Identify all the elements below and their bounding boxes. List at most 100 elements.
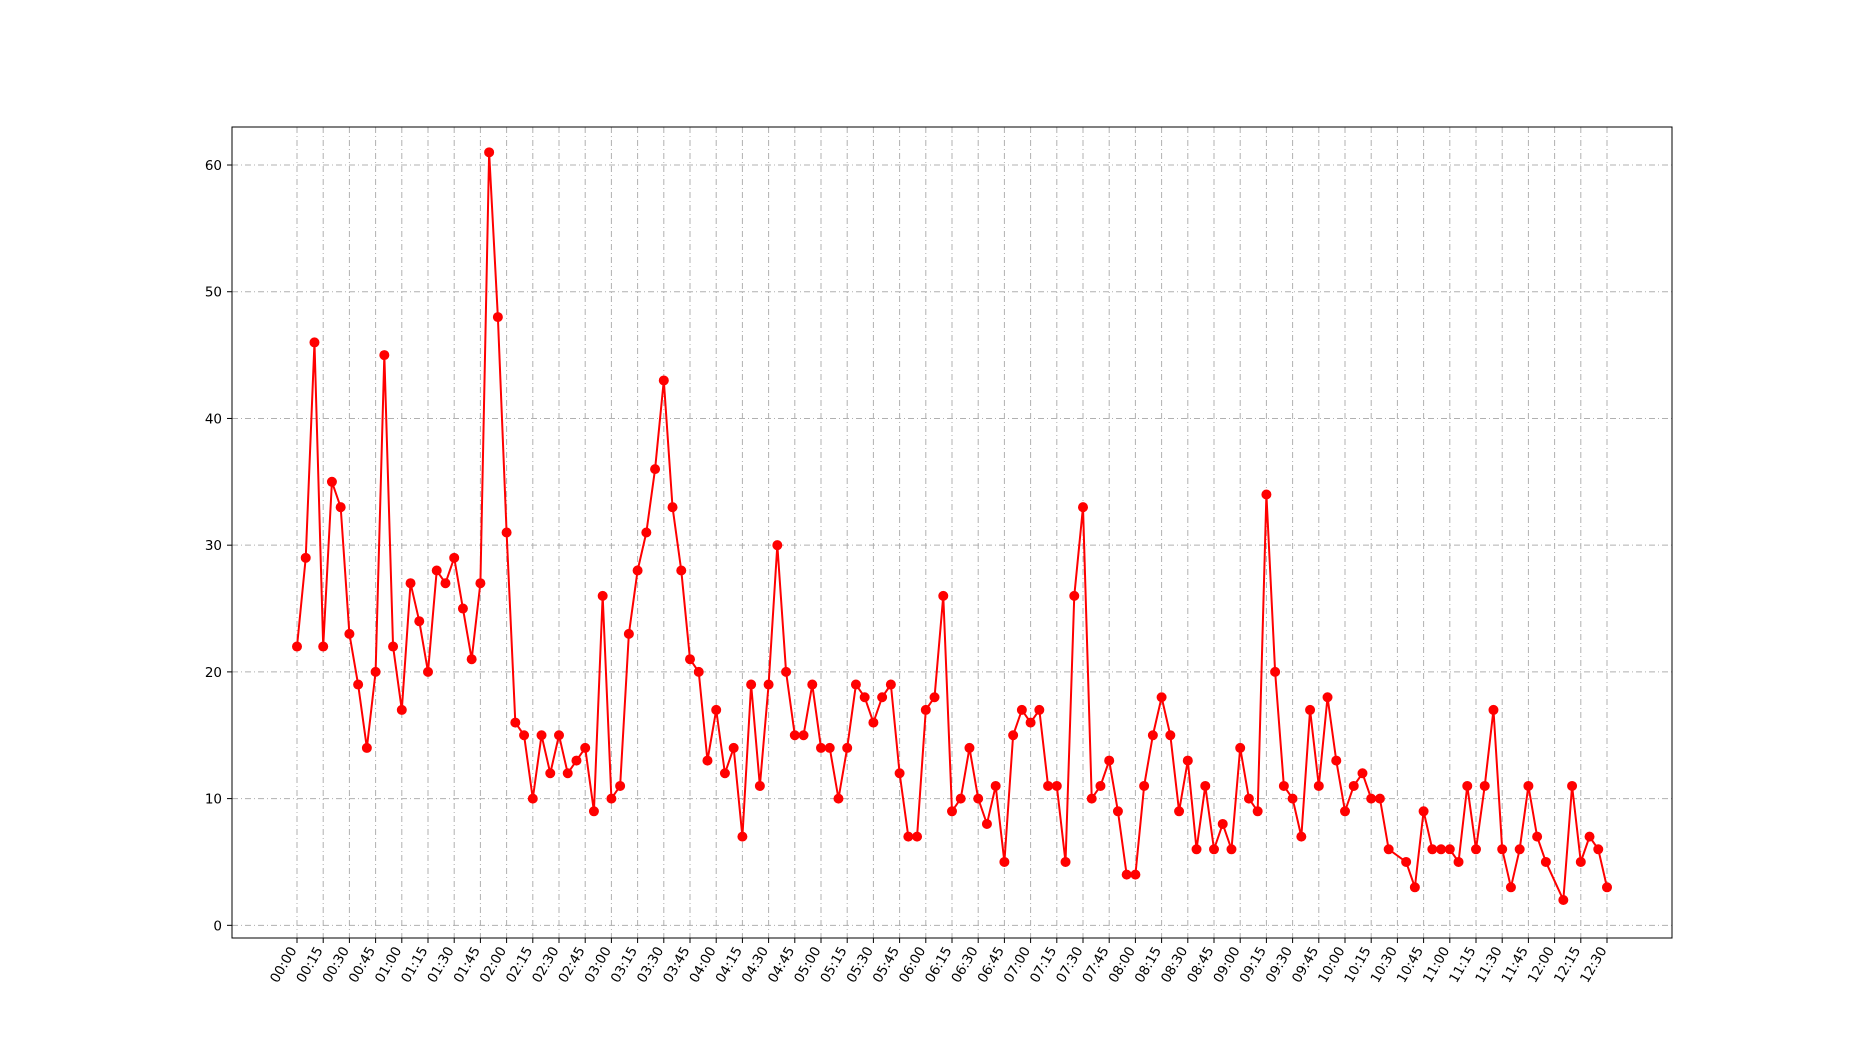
data-point — [1444, 844, 1455, 855]
data-point — [772, 540, 783, 551]
data-point — [711, 704, 722, 715]
data-point — [1313, 780, 1324, 791]
data-point — [667, 502, 678, 513]
data-point — [545, 768, 556, 779]
data-point — [903, 831, 914, 842]
data-point — [632, 565, 643, 576]
data-point — [1226, 844, 1237, 855]
data-point — [1069, 590, 1080, 601]
data-point — [1427, 844, 1438, 855]
series — [292, 147, 1612, 905]
data-point — [781, 666, 792, 677]
data-point — [1078, 502, 1088, 513]
data-point — [1235, 742, 1246, 753]
data-point — [877, 692, 888, 703]
data-point — [1104, 755, 1115, 766]
grid — [232, 127, 1672, 938]
data-point — [1156, 692, 1167, 703]
data-point — [1217, 818, 1228, 829]
data-point — [1575, 856, 1586, 867]
data-point — [492, 312, 503, 323]
data-point — [1462, 780, 1473, 791]
data-point — [597, 590, 608, 601]
data-point — [824, 742, 835, 753]
data-point — [1374, 793, 1385, 804]
data-point — [1025, 717, 1036, 728]
data-point — [1357, 768, 1368, 779]
data-point — [588, 806, 599, 817]
data-point — [1086, 793, 1097, 804]
data-point — [1270, 666, 1281, 677]
data-point — [1436, 844, 1447, 855]
data-point — [300, 552, 311, 563]
data-point — [414, 616, 425, 627]
data-point — [292, 641, 302, 652]
data-point — [1121, 869, 1132, 880]
y-tick-label: 40 — [205, 411, 222, 427]
y-tick-label: 60 — [205, 158, 222, 174]
data-point — [405, 578, 416, 589]
data-point — [1366, 793, 1377, 804]
data-point — [1488, 704, 1499, 715]
data-point — [536, 730, 547, 741]
data-point — [353, 679, 364, 690]
data-point — [816, 742, 826, 753]
data-point — [580, 742, 591, 753]
data-point — [981, 818, 992, 829]
data-point — [335, 502, 346, 513]
data-point — [475, 578, 486, 589]
data-point — [1296, 831, 1307, 842]
data-point — [894, 768, 905, 779]
data-point — [1593, 844, 1604, 855]
data-point — [1209, 844, 1219, 855]
data-point — [964, 742, 975, 753]
data-point — [1043, 780, 1054, 791]
data-point — [1540, 856, 1551, 867]
data-point — [1305, 704, 1316, 715]
data-point — [1008, 730, 1019, 741]
data-point — [379, 350, 390, 361]
data-point — [1567, 780, 1578, 791]
data-point — [737, 831, 748, 842]
data-point — [947, 806, 957, 817]
data-point — [1514, 844, 1525, 855]
data-point — [912, 831, 923, 842]
data-point — [449, 552, 460, 563]
data-point — [746, 679, 757, 690]
data-point — [999, 856, 1010, 867]
data-point — [1112, 806, 1123, 817]
data-point — [842, 742, 853, 753]
data-point — [562, 768, 573, 779]
data-point — [850, 679, 861, 690]
data-point — [1322, 692, 1333, 703]
data-point — [990, 780, 1001, 791]
data-point — [641, 527, 652, 538]
data-point — [1453, 856, 1464, 867]
data-point — [885, 679, 896, 690]
data-point — [754, 780, 765, 791]
data-point — [1558, 894, 1569, 905]
data-point — [1497, 844, 1508, 855]
data-point — [554, 730, 564, 741]
data-point — [344, 628, 355, 639]
data-point — [1505, 882, 1516, 893]
data-point — [1095, 780, 1106, 791]
data-point — [1401, 856, 1412, 867]
data-point — [1051, 780, 1062, 791]
data-point — [423, 666, 433, 677]
data-point — [1584, 831, 1595, 842]
data-point — [1182, 755, 1193, 766]
data-point — [1348, 780, 1359, 791]
data-point — [388, 641, 399, 652]
data-point — [1252, 806, 1263, 817]
data-point — [1243, 793, 1254, 804]
data-point — [318, 641, 329, 652]
data-point — [658, 375, 669, 386]
data-point — [798, 730, 809, 741]
data-point — [1383, 844, 1394, 855]
data-point — [623, 628, 634, 639]
data-point — [527, 793, 538, 804]
data-point — [1471, 844, 1481, 855]
